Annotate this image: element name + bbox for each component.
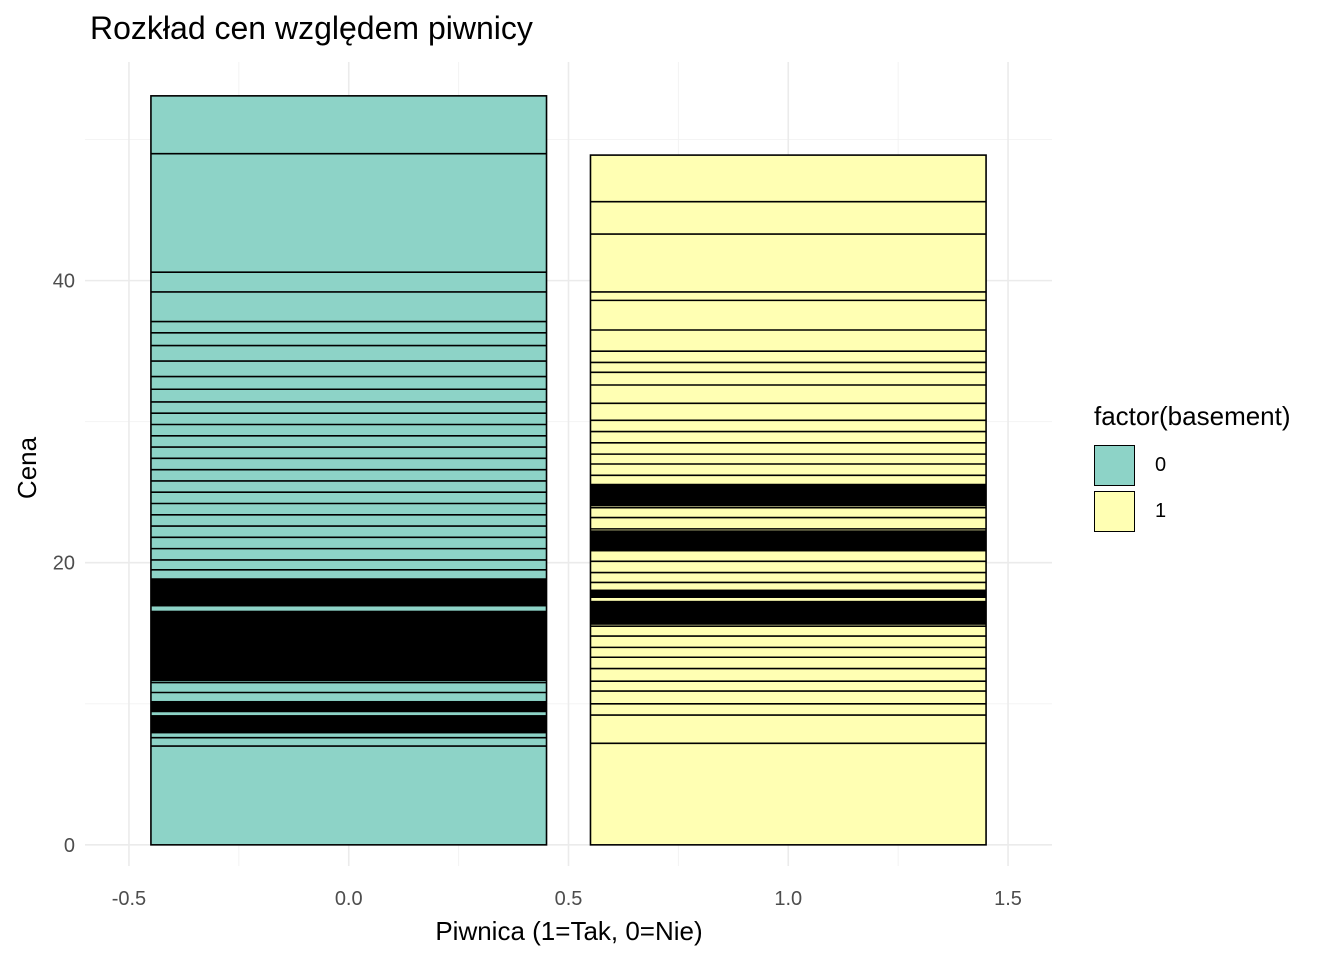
bar-group-0 [150, 95, 548, 846]
ticks-layer: -0.5 0.0 0.5 1.0 1.5 0 20 40 [53, 271, 1022, 910]
x-tick-label: 1.5 [994, 888, 1022, 910]
dense-segment-band [150, 715, 547, 734]
y-tick-label: 20 [53, 553, 75, 575]
dense-segment-band [590, 600, 987, 625]
legend-key-1 [1094, 490, 1135, 532]
legend-label-0: 0 [1155, 453, 1167, 476]
x-tick-label: 0.5 [555, 888, 583, 910]
legend-item-0: 0 [1094, 442, 1291, 488]
y-axis-title: Cena [12, 436, 42, 499]
x-tick-label: 0.0 [335, 888, 363, 910]
legend: factor(basement) 0 1 [1094, 398, 1291, 534]
chart-title: Rozkład cen względem piwnicy [90, 10, 533, 46]
bar-group-1 [589, 154, 987, 846]
x-tick-label: -0.5 [112, 888, 146, 910]
legend-title: factor(basement) [1094, 401, 1291, 431]
y-tick-label: 40 [53, 271, 75, 293]
x-axis-title: Piwnica (1=Tak, 0=Nie) [435, 916, 702, 946]
bars-layer [150, 95, 987, 846]
dense-segment-band [590, 483, 987, 507]
legend-key-0 [1094, 444, 1135, 486]
dense-segment-band [150, 700, 547, 713]
dense-segment-band [150, 610, 547, 682]
legend-item-1: 1 [1094, 488, 1291, 534]
y-tick-label: 0 [64, 835, 75, 857]
legend-label-1: 1 [1155, 499, 1167, 522]
x-tick-label: 1.0 [774, 888, 802, 910]
